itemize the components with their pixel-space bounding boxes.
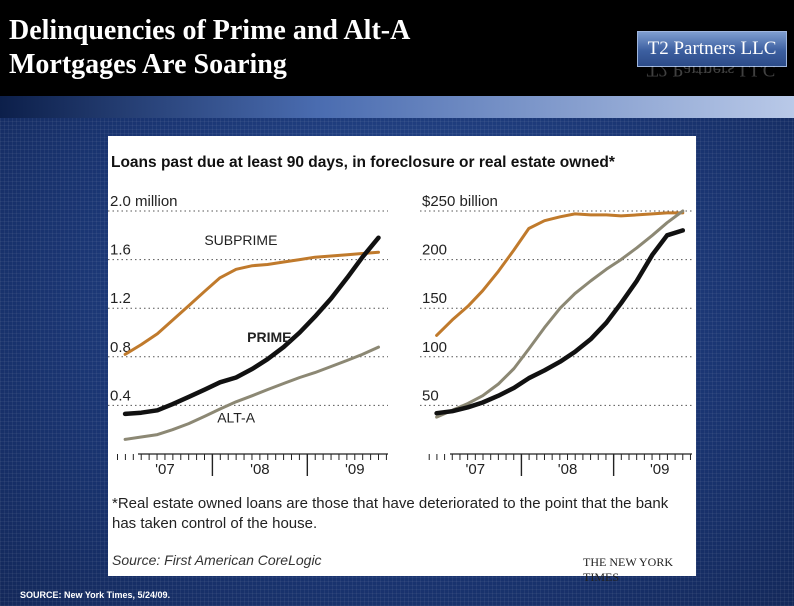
header-gradient-band (0, 96, 794, 118)
chart1-y-tick-label: 1.2 (110, 290, 131, 307)
chart2-series-subprime-line (435, 211, 685, 337)
publisher-credit: THE NEW YORK TIMES (583, 555, 673, 584)
company-logo-reflection: T2 Partners LLC (637, 66, 785, 86)
chart-svg: Loans past due at least 90 days, in fore… (108, 154, 692, 478)
slide-title-line-2: Mortgages Are Soaring (9, 49, 287, 80)
chart1-series-label: PRIME (247, 329, 291, 345)
chart2-series-alta-line (435, 209, 685, 419)
chart2-x-tick-label: '09 (650, 461, 670, 478)
chart2-x-tick-label: '08 (558, 461, 578, 478)
slide-source-note: SOURCE: New York Times, 5/24/09. (20, 590, 171, 600)
source-credit: Source: First American CoreLogic (112, 552, 322, 568)
company-logo: T2 Partners LLC (637, 31, 787, 67)
chart1-series-label: ALT-A (217, 409, 256, 425)
slide-header: Delinquencies of Prime and Alt-A Mortgag… (0, 0, 794, 96)
chart2-y-tick-label: 50 (422, 387, 439, 404)
company-logo-reflection-text: T2 Partners LLC (646, 66, 776, 80)
chart1-x-tick-label: '08 (250, 461, 270, 478)
chart1-series-alta-line (123, 345, 380, 441)
chart1-y-tick-label: 1.6 (110, 242, 131, 259)
chart2-series-prime-line (434, 228, 686, 416)
chart2-x-tick-label: '07 (466, 461, 486, 478)
chart-panel: Loans past due at least 90 days, in fore… (108, 136, 696, 584)
chart1-x-tick-label: '09 (345, 461, 365, 478)
chart2-y-tick-label: 150 (422, 290, 447, 307)
chart2-y-tick-label: 100 (422, 339, 447, 356)
chart2-y-tick-label: $250 billion (422, 193, 498, 210)
chart1-x-tick-label: '07 (155, 461, 175, 478)
slide-title-line-1: Delinquencies of Prime and Alt-A (9, 15, 411, 46)
chart1-y-tick-label: 2.0 million (110, 193, 178, 210)
slide-title: Delinquencies of Prime and Alt-A Mortgag… (9, 14, 410, 82)
footnote: *Real estate owned loans are those that … (112, 495, 669, 532)
chart1-series-label: SUBPRIME (204, 232, 277, 248)
chart2-y-tick-label: 200 (422, 242, 447, 259)
chart1-y-tick-label: 0.8 (110, 339, 131, 356)
chart1-y-tick-label: 0.4 (110, 387, 131, 404)
chart-header: Loans past due at least 90 days, in fore… (111, 154, 616, 171)
chart1-series-subprime-line (123, 250, 380, 356)
chart1-series-prime-line (122, 235, 381, 417)
